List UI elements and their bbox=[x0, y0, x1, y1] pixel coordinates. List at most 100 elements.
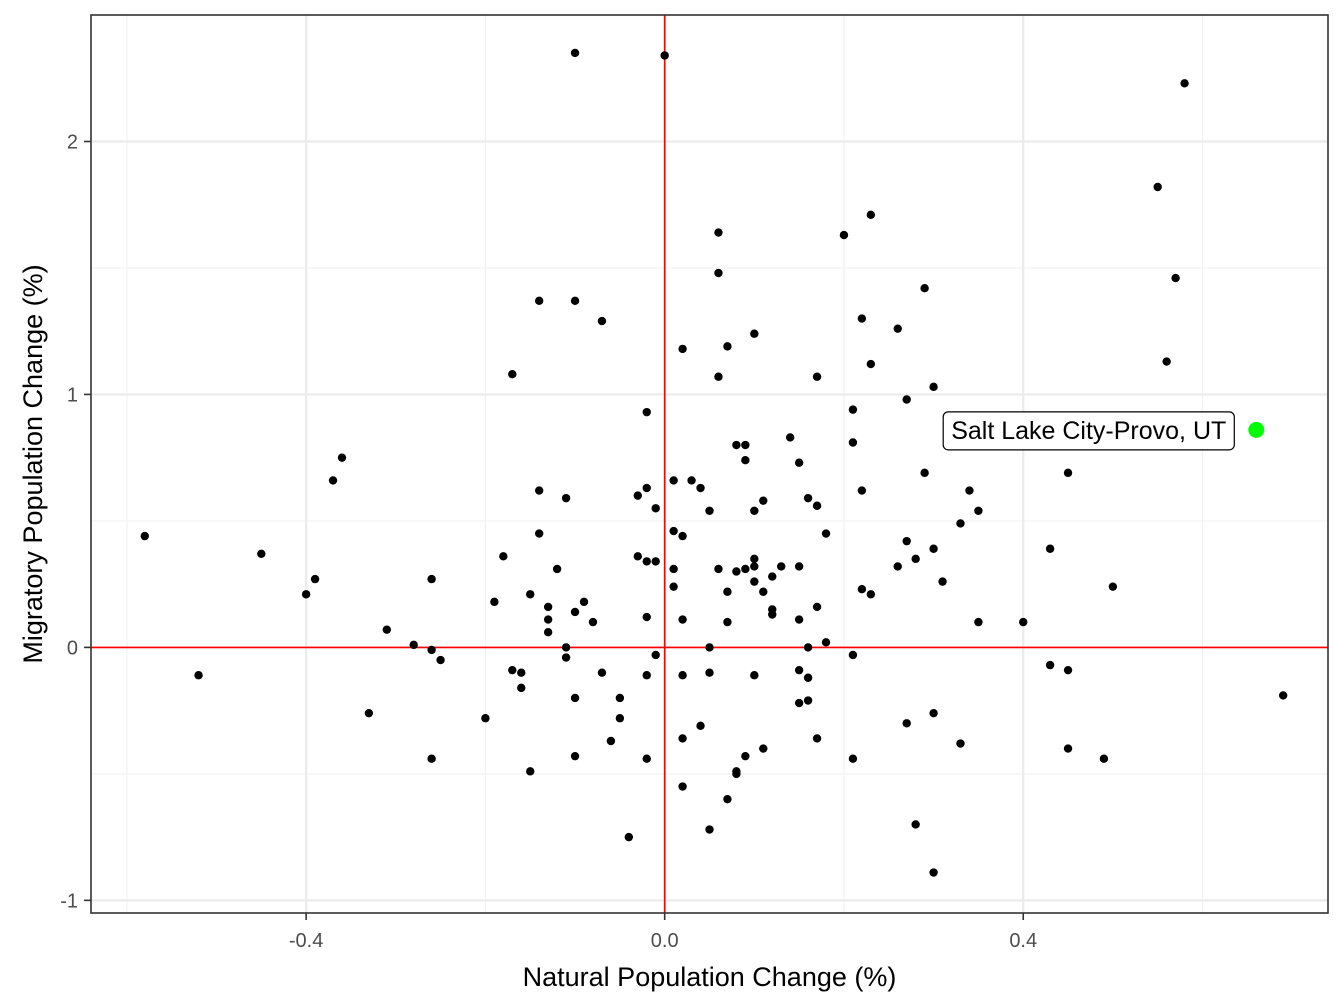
data-point bbox=[427, 574, 436, 584]
data-point bbox=[669, 526, 678, 536]
x-axis-title: Natural Population Change (%) bbox=[523, 962, 897, 992]
data-point bbox=[768, 572, 777, 581]
data-point bbox=[705, 668, 714, 677]
data-point bbox=[857, 585, 867, 594]
data-point bbox=[633, 552, 642, 561]
data-point bbox=[364, 708, 374, 718]
data-point bbox=[750, 554, 759, 564]
data-point bbox=[696, 483, 705, 493]
data-point bbox=[1019, 617, 1028, 627]
data-point bbox=[534, 486, 544, 495]
data-point bbox=[615, 693, 625, 703]
data-point bbox=[194, 671, 203, 680]
y-tick-label: -1 bbox=[60, 890, 78, 912]
data-point bbox=[140, 531, 149, 541]
data-point bbox=[642, 407, 651, 417]
data-point bbox=[714, 372, 723, 381]
data-point bbox=[570, 607, 580, 617]
data-point bbox=[1063, 744, 1073, 753]
data-point bbox=[526, 767, 535, 776]
data-point bbox=[543, 602, 553, 612]
data-point bbox=[597, 316, 607, 326]
data-point bbox=[803, 643, 813, 652]
data-point bbox=[1063, 665, 1073, 675]
data-point bbox=[570, 693, 580, 703]
data-point bbox=[1099, 754, 1109, 763]
data-point bbox=[723, 794, 732, 804]
data-point bbox=[1045, 544, 1055, 553]
data-point bbox=[490, 597, 499, 607]
data-point bbox=[543, 628, 553, 637]
data-point bbox=[337, 453, 347, 462]
data-point bbox=[759, 496, 768, 505]
highlight-point bbox=[1248, 421, 1265, 438]
data-point bbox=[741, 440, 750, 450]
data-point bbox=[741, 751, 750, 761]
data-point bbox=[570, 296, 580, 306]
data-point bbox=[427, 645, 436, 655]
data-point bbox=[812, 372, 822, 381]
data-point bbox=[508, 665, 517, 675]
data-point bbox=[857, 486, 867, 495]
data-point bbox=[911, 554, 920, 564]
data-point bbox=[642, 557, 651, 566]
data-point bbox=[1108, 582, 1118, 591]
data-point bbox=[750, 671, 759, 680]
data-point bbox=[561, 653, 571, 662]
data-point bbox=[732, 440, 741, 450]
data-point bbox=[794, 665, 804, 675]
data-point bbox=[678, 782, 687, 791]
data-point bbox=[427, 754, 436, 763]
data-point bbox=[750, 562, 759, 571]
data-point bbox=[301, 590, 311, 599]
data-point bbox=[588, 617, 598, 627]
data-point bbox=[534, 296, 544, 306]
data-point bbox=[579, 597, 589, 607]
data-point bbox=[642, 612, 651, 622]
data-point bbox=[768, 610, 777, 619]
data-point bbox=[669, 564, 678, 574]
data-point bbox=[499, 552, 508, 561]
data-point bbox=[723, 587, 732, 596]
data-point bbox=[436, 655, 445, 665]
data-point bbox=[642, 671, 651, 680]
data-point bbox=[1153, 182, 1162, 192]
data-point bbox=[848, 754, 858, 763]
data-point bbox=[866, 590, 876, 599]
data-point bbox=[534, 529, 544, 538]
data-point bbox=[956, 519, 965, 528]
x-tick-label: 0.0 bbox=[651, 930, 679, 952]
data-point bbox=[974, 617, 983, 627]
data-point bbox=[956, 739, 965, 748]
data-point bbox=[723, 342, 732, 351]
data-point bbox=[920, 468, 929, 478]
data-point bbox=[561, 493, 571, 503]
data-point bbox=[257, 549, 266, 558]
data-point bbox=[552, 564, 562, 574]
data-point bbox=[1063, 468, 1073, 478]
panel-border bbox=[90, 14, 1329, 914]
data-point bbox=[1162, 357, 1171, 366]
annotation-label-box bbox=[942, 411, 1235, 451]
data-point bbox=[741, 564, 750, 574]
data-point bbox=[651, 650, 660, 660]
data-point bbox=[1171, 273, 1180, 283]
data-point bbox=[929, 868, 938, 877]
data-point bbox=[642, 483, 651, 493]
annotation-layer: Salt Lake City-Provo, UT bbox=[942, 411, 1265, 451]
x-tick-label: 0.4 bbox=[1009, 930, 1037, 952]
data-point bbox=[821, 638, 831, 647]
data-point bbox=[902, 719, 911, 728]
data-point bbox=[517, 668, 526, 677]
y-tick-label: 1 bbox=[67, 384, 78, 406]
data-point bbox=[382, 625, 392, 634]
data-point bbox=[794, 615, 804, 624]
data-point bbox=[750, 506, 759, 515]
data-point bbox=[678, 531, 687, 541]
y-axis-title: Migratory Population Change (%) bbox=[18, 264, 48, 663]
data-point bbox=[902, 536, 911, 546]
data-point bbox=[965, 486, 974, 495]
x-tick-label: -0.4 bbox=[289, 930, 323, 952]
data-point bbox=[750, 329, 759, 338]
